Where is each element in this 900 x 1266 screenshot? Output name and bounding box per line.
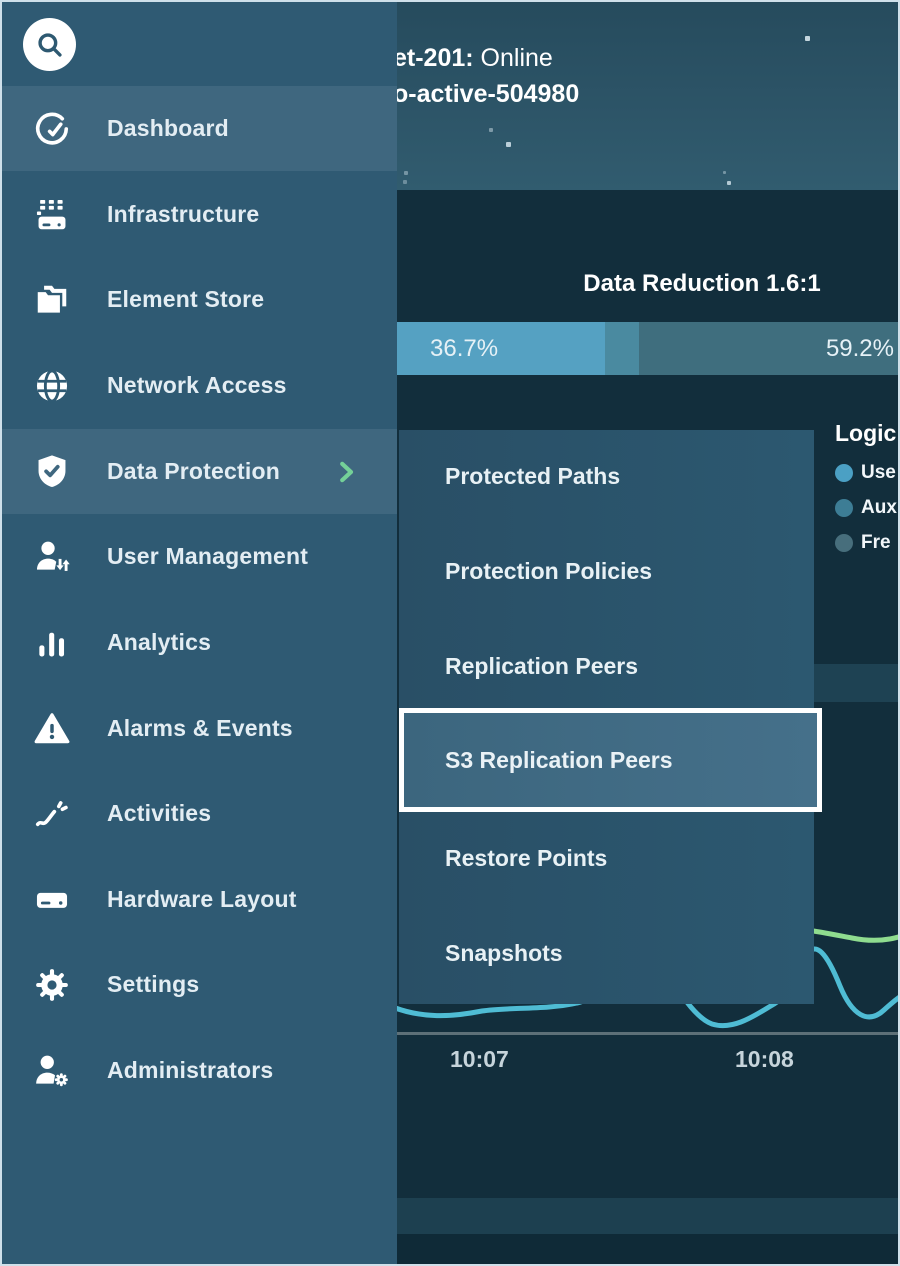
sidebar-item-label: Hardware Layout xyxy=(107,886,297,912)
search-button[interactable] xyxy=(23,18,76,71)
server-icon xyxy=(30,196,74,234)
data-reduction-title: Data Reduction 1.6:1 xyxy=(583,270,821,297)
bar-segment-free: 59.2% xyxy=(639,322,898,375)
submenu-item-s3-replication-peers[interactable]: S3 Replication Peers xyxy=(399,708,822,812)
sidebar-item-label: Administrators xyxy=(107,1057,274,1083)
sidebar-item-label: Settings xyxy=(107,971,200,997)
warning-triangle-icon xyxy=(30,710,74,748)
sidebar-item-infrastructure[interactable]: Infrastructure xyxy=(2,172,397,257)
gauge-icon xyxy=(30,110,74,148)
sidebar-item-network-access[interactable]: Network Access xyxy=(2,343,397,428)
sidebar-item-label: Analytics xyxy=(107,629,212,655)
sidebar-item-user-management[interactable]: User Management xyxy=(2,514,397,599)
sidebar-item-activities[interactable]: Activities xyxy=(2,771,397,856)
x-axis-tick: 10:08 xyxy=(735,1046,794,1072)
gear-icon xyxy=(30,966,74,1004)
sidebar-item-alarms-events[interactable]: Alarms & Events xyxy=(2,686,397,771)
data-speck xyxy=(805,36,810,41)
legend-dot-icon xyxy=(835,463,853,482)
legend-label: Use xyxy=(861,461,896,483)
sidebar-item-label: Alarms & Events xyxy=(107,715,293,741)
sidebar-item-label: User Management xyxy=(107,543,309,569)
search-icon xyxy=(33,28,67,62)
legend-dot-icon xyxy=(835,498,853,517)
submenu-item-protected-paths[interactable]: Protected Paths xyxy=(445,463,621,489)
sidebar-item-analytics[interactable]: Analytics xyxy=(2,600,397,685)
sidebar-item-element-store[interactable]: Element Store xyxy=(2,257,397,342)
submenu-item-snapshots[interactable]: Snapshots xyxy=(445,940,563,966)
sidebar-nav: Dashboard Infrastructure xyxy=(2,2,397,1264)
bar-segment-label: 59.2% xyxy=(825,335,894,362)
bar-segment-label: 36.7% xyxy=(430,335,499,362)
chevron-right-icon xyxy=(331,457,361,487)
capacity-legend: Logic Use Aux Fre xyxy=(835,420,897,560)
bar-chart-icon xyxy=(30,624,74,662)
sidebar-item-label: Infrastructure xyxy=(107,201,260,227)
panel-header-band xyxy=(814,664,898,702)
shield-check-icon xyxy=(30,453,74,491)
drive-icon xyxy=(30,881,74,919)
submenu-item-protection-policies[interactable]: Protection Policies xyxy=(445,558,653,584)
data-speck xyxy=(727,181,731,185)
legend-label: Fre xyxy=(861,531,891,553)
legend-title: Logic xyxy=(835,420,897,446)
status-hostname: et-201: xyxy=(393,44,474,72)
x-axis-tick: 10:07 xyxy=(450,1046,509,1072)
lower-panel-band xyxy=(397,1198,898,1234)
globe-icon xyxy=(30,367,74,405)
legend-item-used: Use xyxy=(835,455,897,490)
data-speck xyxy=(404,171,408,175)
sidebar-item-label: Dashboard xyxy=(107,115,229,141)
sidebar-item-dashboard[interactable]: Dashboard xyxy=(2,86,397,171)
legend-dot-icon xyxy=(835,533,853,552)
submenu-item-label: S3 Replication Peers xyxy=(445,746,673,773)
legend-item-free: Fre xyxy=(835,525,897,560)
x-axis-line xyxy=(2,1032,898,1035)
user-arrows-icon xyxy=(30,538,74,576)
trend-line-icon xyxy=(30,795,74,833)
user-gear-icon xyxy=(30,1052,74,1090)
bar-segment-aux xyxy=(605,322,639,375)
sidebar-item-label: Network Access xyxy=(107,372,287,398)
data-speck xyxy=(403,180,407,184)
lower-panel-dark xyxy=(397,1234,898,1264)
folders-icon xyxy=(30,281,74,319)
sidebar-item-label: Activities xyxy=(107,800,212,826)
system-status: et-201: Online o-active-504980 xyxy=(393,40,579,113)
submenu-item-replication-peers[interactable]: Replication Peers xyxy=(445,653,639,679)
legend-item-aux: Aux xyxy=(835,490,897,525)
sidebar-item-label: Element Store xyxy=(107,286,265,312)
cyan-line-series xyxy=(387,945,898,1028)
data-speck xyxy=(723,171,726,174)
submenu-item-restore-points[interactable]: Restore Points xyxy=(445,845,608,871)
sidebar-item-data-protection[interactable]: Data Protection xyxy=(2,429,397,514)
sidebar-item-settings[interactable]: Settings xyxy=(2,942,397,1027)
status-subtitle: o-active-504980 xyxy=(393,80,580,109)
status-state: Online xyxy=(480,44,553,72)
sidebar-item-hardware-layout[interactable]: Hardware Layout xyxy=(2,857,397,942)
legend-label: Aux xyxy=(861,496,897,518)
data-speck xyxy=(506,142,511,147)
sidebar-item-label: Data Protection xyxy=(107,458,280,484)
data-speck xyxy=(489,128,493,132)
sidebar-item-administrators[interactable]: Administrators xyxy=(2,1028,397,1113)
